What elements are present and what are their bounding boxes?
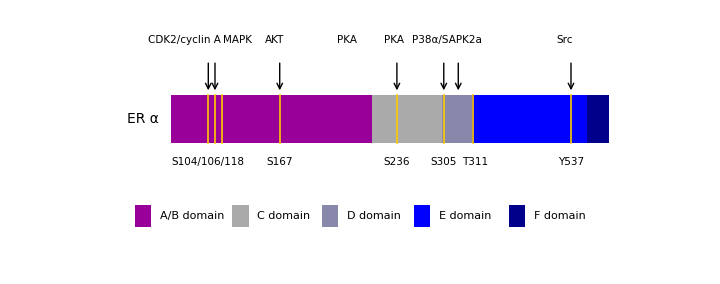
- Bar: [171, 95, 372, 143]
- Text: A/B domain: A/B domain: [160, 210, 224, 221]
- Text: T311: T311: [462, 156, 488, 166]
- Text: PKA: PKA: [337, 35, 356, 45]
- Bar: [472, 95, 587, 143]
- Bar: [233, 205, 249, 227]
- Bar: [441, 95, 472, 143]
- Text: S167: S167: [266, 156, 293, 166]
- Text: MAPK: MAPK: [223, 35, 253, 45]
- Text: P38α/SAPK2a: P38α/SAPK2a: [412, 35, 482, 45]
- Text: F domain: F domain: [534, 210, 585, 221]
- Text: Y537: Y537: [558, 156, 584, 166]
- Bar: [508, 205, 526, 227]
- Text: PKA: PKA: [384, 35, 404, 45]
- Text: S236: S236: [384, 156, 410, 166]
- Text: CDK2/cyclin A: CDK2/cyclin A: [148, 35, 221, 45]
- Text: C domain: C domain: [258, 210, 310, 221]
- Text: S104/106/118: S104/106/118: [172, 156, 245, 166]
- Text: S305: S305: [431, 156, 457, 166]
- Bar: [322, 205, 338, 227]
- Bar: [413, 205, 431, 227]
- Text: Src: Src: [556, 35, 572, 45]
- Bar: [135, 205, 151, 227]
- Text: E domain: E domain: [438, 210, 491, 221]
- Bar: [587, 95, 609, 143]
- Bar: [372, 95, 441, 143]
- Text: ER α: ER α: [127, 112, 159, 126]
- Text: D domain: D domain: [347, 210, 400, 221]
- Text: AKT: AKT: [264, 35, 284, 45]
